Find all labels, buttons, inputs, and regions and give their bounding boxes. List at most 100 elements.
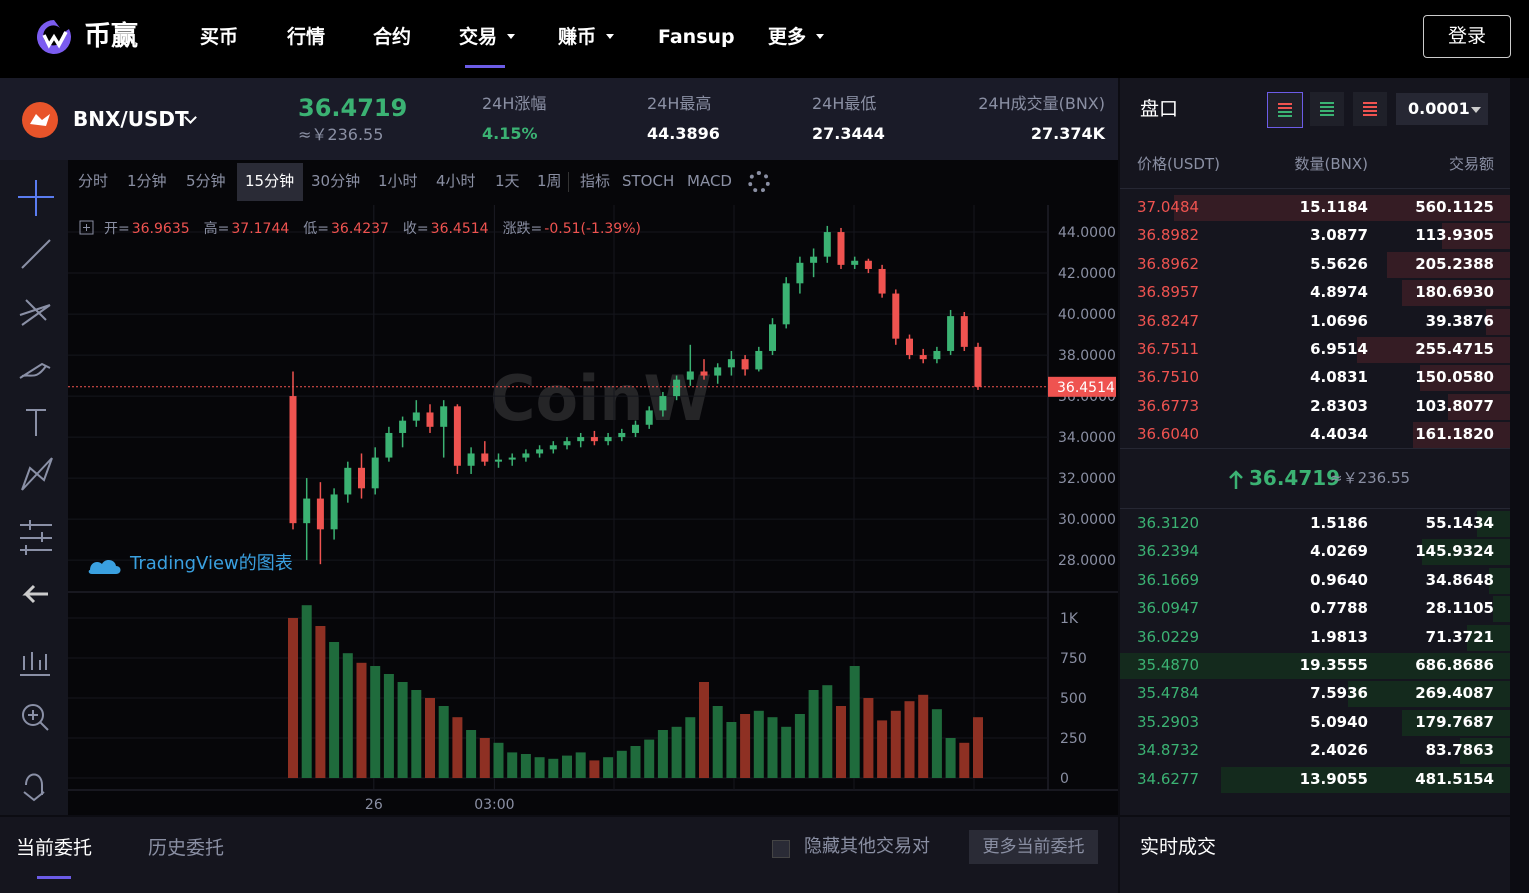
- y-tick-label: 42.0000: [1058, 266, 1116, 282]
- row-price[interactable]: 36.7510: [1137, 368, 1200, 387]
- indicator[interactable]: MACD: [687, 172, 732, 190]
- interval[interactable]: 1天: [495, 172, 520, 190]
- candle-body: [796, 262, 804, 284]
- volume-bar: [931, 709, 942, 778]
- legend-value: 36.4237: [331, 221, 389, 237]
- nav-item[interactable]: 赚币: [558, 26, 597, 48]
- candle-body: [495, 459, 502, 462]
- more-button[interactable]: 更多当前委托: [969, 830, 1098, 864]
- caret: [507, 34, 515, 39]
- row-amount: 1.9813: [1310, 627, 1368, 646]
- row-amount: 4.4034: [1310, 425, 1368, 444]
- volume-bar: [836, 706, 846, 778]
- row-total: 255.4715: [1415, 340, 1494, 358]
- nav-item[interactable]: Fansup: [658, 26, 735, 48]
- interval[interactable]: 1分钟: [127, 172, 167, 190]
- volume-bar: [507, 752, 518, 778]
- view-toggle[interactable]: [1353, 92, 1387, 126]
- row-price[interactable]: 36.6773: [1137, 396, 1200, 415]
- row-price[interactable]: 35.4870: [1137, 656, 1200, 674]
- stat-label: 24H成交量(BNX): [978, 94, 1105, 113]
- row-price[interactable]: 36.8957: [1137, 283, 1200, 302]
- interval[interactable]: 4小时: [436, 172, 476, 190]
- legend-label: 开=: [104, 221, 130, 237]
- row-price[interactable]: 36.6040: [1137, 425, 1200, 444]
- candle-body: [440, 406, 448, 427]
- depth-bar: [1447, 393, 1510, 420]
- depth-bar: [1386, 251, 1510, 278]
- nav-item[interactable]: 交易: [459, 26, 498, 48]
- last-price: 36.4719: [298, 94, 408, 122]
- candle-body: [769, 324, 776, 351]
- volume-bar: [411, 690, 422, 778]
- candle-body: [316, 498, 324, 530]
- stat-label: 24H最低: [812, 94, 877, 113]
- vol-tick-label: 750: [1060, 651, 1087, 667]
- row-price[interactable]: 36.8982: [1137, 226, 1200, 245]
- indicator[interactable]: STOCH: [622, 172, 675, 190]
- interval[interactable]: 1周: [537, 172, 562, 190]
- candle-body: [906, 338, 913, 356]
- row-price[interactable]: 36.8247: [1137, 311, 1200, 330]
- view-toggle[interactable]: [1310, 92, 1344, 126]
- mid-rule: [1120, 508, 1510, 509]
- volume-bar: [671, 726, 682, 778]
- top-nav: [0, 0, 1529, 78]
- legend-value: 37.1744: [231, 221, 289, 237]
- volume-bar: [356, 662, 367, 778]
- tab[interactable]: 当前委托: [16, 837, 93, 859]
- interval[interactable]: 30分钟: [311, 172, 361, 190]
- volume-bar: [781, 726, 792, 778]
- row-total: 28.1105: [1425, 599, 1494, 618]
- interval[interactable]: 1小时: [378, 172, 418, 190]
- candle-body: [810, 256, 818, 263]
- nav-item[interactable]: 合约: [373, 26, 412, 48]
- row-price[interactable]: 36.3120: [1137, 514, 1200, 532]
- row-total: 55.1434: [1425, 514, 1494, 532]
- row-amount: 19.3555: [1299, 656, 1368, 674]
- candle-body: [686, 371, 694, 380]
- caret: [606, 34, 614, 39]
- row-amount: 15.1184: [1299, 198, 1368, 216]
- x-tick-label: 26: [365, 797, 383, 813]
- interval[interactable]: 分时: [78, 172, 109, 190]
- row-price[interactable]: 37.0484: [1137, 198, 1200, 216]
- pair-name[interactable]: BNX/USDT: [73, 107, 189, 131]
- chart: CoinW 26 03:00 44.0000 42.0000 40.0000 38.0000…: [68, 205, 1118, 813]
- tab[interactable]: 历史委托: [148, 837, 225, 859]
- row-price[interactable]: 36.0947: [1137, 599, 1200, 618]
- row-total: 71.3721: [1425, 627, 1494, 646]
- view-toggle[interactable]: [1267, 92, 1303, 128]
- interval[interactable]: 5分钟: [186, 172, 226, 190]
- volume-bar: [383, 674, 394, 778]
- stat-value: 27.374K: [1030, 124, 1105, 143]
- row-total: 113.9305: [1415, 226, 1494, 245]
- indicator[interactable]: 指标: [580, 172, 611, 190]
- volume-bar: [904, 701, 915, 778]
- row-price[interactable]: 36.8962: [1137, 254, 1200, 273]
- candle-body: [741, 359, 749, 370]
- volume-bar: [329, 642, 340, 778]
- row-price[interactable]: 36.7511: [1137, 340, 1200, 358]
- legend-value: 36.9635: [132, 221, 190, 237]
- volume-bar: [753, 710, 764, 778]
- volume-bar: [493, 742, 504, 778]
- nav-item[interactable]: 行情: [287, 26, 326, 48]
- volume-bar: [973, 717, 983, 778]
- row-price[interactable]: 35.4784: [1137, 684, 1200, 703]
- row-price[interactable]: 34.6277: [1137, 769, 1200, 788]
- nav-item[interactable]: 买币: [200, 26, 239, 48]
- row-price[interactable]: 36.1669: [1137, 570, 1200, 589]
- row-price[interactable]: 36.0229: [1137, 627, 1200, 646]
- row-price[interactable]: 36.2394: [1137, 542, 1200, 561]
- login-button[interactable]: 登录: [1423, 15, 1511, 58]
- row-price[interactable]: 34.8732: [1137, 741, 1200, 760]
- toggle-icon: [1278, 103, 1292, 117]
- select-caret: [1471, 107, 1481, 113]
- row-price[interactable]: 35.2903: [1137, 712, 1200, 731]
- interval[interactable]: 15分钟: [245, 172, 295, 190]
- vol-tick-label: 0: [1060, 771, 1069, 787]
- legend-label: 涨跌=: [503, 221, 543, 237]
- nav-item[interactable]: 更多: [768, 26, 807, 48]
- checkbox[interactable]: [772, 840, 790, 858]
